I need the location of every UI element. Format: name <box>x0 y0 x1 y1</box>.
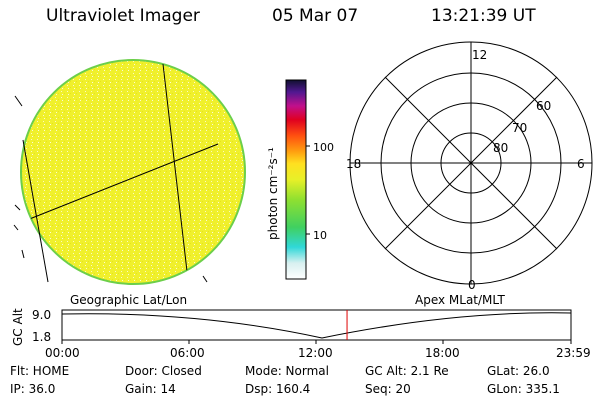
altitude-curve <box>61 312 572 339</box>
time-tick-2359: 23:59 <box>556 346 591 360</box>
door-status: Door: Closed <box>125 364 202 378</box>
date-label: 05 Mar 07 <box>272 6 359 26</box>
geo-latitude-line <box>21 143 219 223</box>
orbit-altitude-plot: Geographic Lat/Lon Apex MLat/MLT 9.0 1.8… <box>11 293 591 360</box>
lat-label-60: 60 <box>536 99 551 113</box>
polar-mlt-grid <box>349 41 593 285</box>
lat-label-70: 70 <box>512 121 527 135</box>
gain-status: Gain: 14 <box>125 382 176 396</box>
geographic-label: Geographic Lat/Lon <box>70 293 187 307</box>
colorbar-unit-label: photon cm⁻²s⁻¹ <box>266 147 280 240</box>
time-tick-0600: 06:00 <box>170 346 205 360</box>
time-label: 13:21:39 UT <box>431 6 536 26</box>
uv-image-disk <box>13 59 246 285</box>
time-tick-0000: 00:00 <box>45 346 80 360</box>
geo-latitude-status: GLat: 26.0 <box>487 364 550 378</box>
instrument-title: Ultraviolet Imager <box>46 6 200 26</box>
apex-label: Apex MLat/MLT <box>415 293 505 307</box>
geo-longitude-line-limb <box>22 139 49 283</box>
colorbar-tick-100: 100 <box>313 141 334 154</box>
display-status: Dsp: 160.4 <box>245 382 311 396</box>
alt-tick-9: 9.0 <box>32 308 51 322</box>
mlt-label-noon: 12 <box>472 48 487 62</box>
geo-longitude-status: GLon: 335.1 <box>487 382 560 396</box>
sequence-status: Seq: 20 <box>365 382 411 396</box>
colorbar-tick-10: 10 <box>313 229 327 242</box>
intensity-colorbar: 100 10 photon cm⁻²s⁻¹ <box>266 79 334 280</box>
ip-status: IP: 36.0 <box>10 382 56 396</box>
lat-label-80: 80 <box>493 141 508 155</box>
flight-status: Flt: HOME <box>10 364 70 378</box>
alt-tick-1-8: 1.8 <box>32 330 51 344</box>
mlt-label-dawn: 6 <box>577 157 585 171</box>
time-tick-1200: 12:00 <box>298 346 333 360</box>
gc-altitude-status: GC Alt: 2.1 Re <box>365 364 449 378</box>
mlt-label-dusk: 18 <box>346 157 361 171</box>
mlt-label-midnight: 0 <box>468 278 476 292</box>
geo-longitude-line <box>162 63 189 281</box>
time-tick-1800: 18:00 <box>425 346 460 360</box>
altitude-axis-label: GC Alt <box>11 308 25 346</box>
mode-status: Mode: Normal <box>245 364 329 378</box>
